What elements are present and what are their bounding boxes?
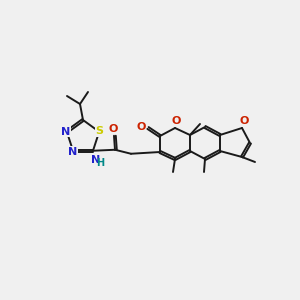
- Text: O: O: [136, 122, 146, 132]
- Text: N: N: [68, 147, 78, 157]
- Text: O: O: [239, 116, 249, 126]
- Text: H: H: [96, 158, 104, 168]
- Text: S: S: [96, 126, 104, 136]
- Text: N: N: [61, 127, 70, 137]
- Text: O: O: [171, 116, 181, 126]
- Text: O: O: [108, 124, 118, 134]
- Text: N: N: [92, 155, 100, 165]
